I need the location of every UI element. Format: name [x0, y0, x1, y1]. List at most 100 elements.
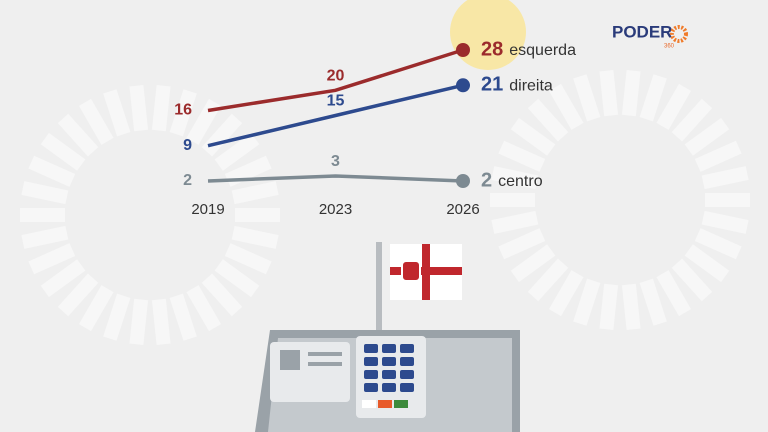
ray — [548, 83, 584, 130]
ray — [694, 228, 742, 260]
ray — [169, 293, 197, 341]
ray — [224, 155, 272, 187]
ray — [527, 98, 569, 142]
ray — [169, 89, 197, 137]
screen-line — [308, 362, 342, 366]
ray — [694, 140, 742, 172]
key — [382, 344, 396, 353]
data-label: 16 — [174, 102, 192, 119]
logo-subtext: 360 — [664, 44, 675, 50]
key — [364, 357, 378, 366]
ray — [701, 210, 749, 234]
ray — [621, 283, 641, 331]
x-tick-label: 2023 — [319, 201, 352, 218]
line — [207, 174, 464, 183]
key-white — [362, 400, 376, 408]
key — [400, 370, 414, 379]
data-label: 9 — [183, 137, 192, 154]
legend-label: centro — [498, 173, 543, 190]
key — [382, 383, 396, 392]
ray — [498, 140, 546, 172]
key — [364, 383, 378, 392]
ray — [527, 258, 569, 302]
ray — [573, 278, 601, 326]
ray — [639, 74, 667, 122]
ray — [214, 132, 260, 171]
ray — [151, 298, 171, 346]
line — [207, 83, 464, 148]
ray — [57, 273, 99, 317]
screen-photo — [280, 350, 300, 370]
ray — [103, 89, 131, 137]
ray — [78, 98, 114, 145]
ray — [684, 117, 730, 156]
data-label: 21 — [481, 74, 503, 96]
data-label: 2 — [183, 172, 192, 189]
logo-text: PODER — [612, 22, 672, 41]
ray — [21, 181, 69, 205]
ray — [214, 259, 260, 298]
ray — [129, 84, 149, 132]
ray — [491, 210, 539, 234]
ray — [21, 225, 69, 249]
ray — [57, 113, 99, 157]
ray — [573, 74, 601, 122]
ray — [40, 259, 86, 298]
ray — [151, 84, 171, 132]
ray — [548, 270, 584, 317]
ray — [28, 155, 76, 187]
key — [382, 370, 396, 379]
ray — [40, 132, 86, 171]
ray — [701, 166, 749, 190]
data-label: 15 — [327, 93, 345, 110]
data-label: 3 — [331, 153, 340, 170]
ray — [656, 83, 692, 130]
ray — [224, 243, 272, 275]
ray — [498, 228, 546, 260]
keys — [364, 344, 414, 392]
legend-label: esquerda — [509, 42, 576, 59]
ray — [599, 283, 619, 331]
ray — [510, 244, 556, 283]
ray — [639, 278, 667, 326]
ray — [186, 285, 222, 332]
ray — [201, 273, 243, 317]
ray — [231, 181, 279, 205]
end-point — [456, 78, 470, 93]
key — [364, 370, 378, 379]
ray — [671, 98, 713, 142]
key — [400, 344, 414, 353]
background-rays — [20, 69, 750, 346]
key — [364, 344, 378, 353]
key-green — [394, 400, 408, 408]
screen-line — [308, 352, 342, 356]
ray — [129, 298, 149, 346]
ray — [671, 258, 713, 302]
key — [400, 383, 414, 392]
data-label: 2 — [481, 169, 492, 191]
logo-sun — [670, 25, 688, 43]
end-point — [456, 43, 470, 57]
end-point — [456, 174, 470, 188]
ray — [78, 285, 114, 332]
logo: PODER 360 — [612, 22, 688, 50]
ray — [231, 225, 279, 249]
ray — [510, 117, 556, 156]
key — [400, 357, 414, 366]
ray — [103, 293, 131, 341]
key-orange — [378, 400, 392, 408]
flag-emblem — [401, 260, 421, 282]
data-label: 28 — [481, 38, 503, 60]
ray — [684, 244, 730, 283]
ray — [599, 69, 619, 117]
voting-machine — [255, 242, 520, 432]
data-label: 20 — [327, 68, 345, 85]
key — [382, 357, 396, 366]
x-tick-label: 2026 — [446, 201, 479, 218]
chart: 2019 2023 2026 16 20 28 esquerda 9 15 21 direita 2 3… — [174, 0, 576, 218]
ray — [656, 270, 692, 317]
legend-label: direita — [509, 77, 553, 94]
ray — [28, 243, 76, 275]
x-tick-label: 2019 — [191, 201, 224, 218]
